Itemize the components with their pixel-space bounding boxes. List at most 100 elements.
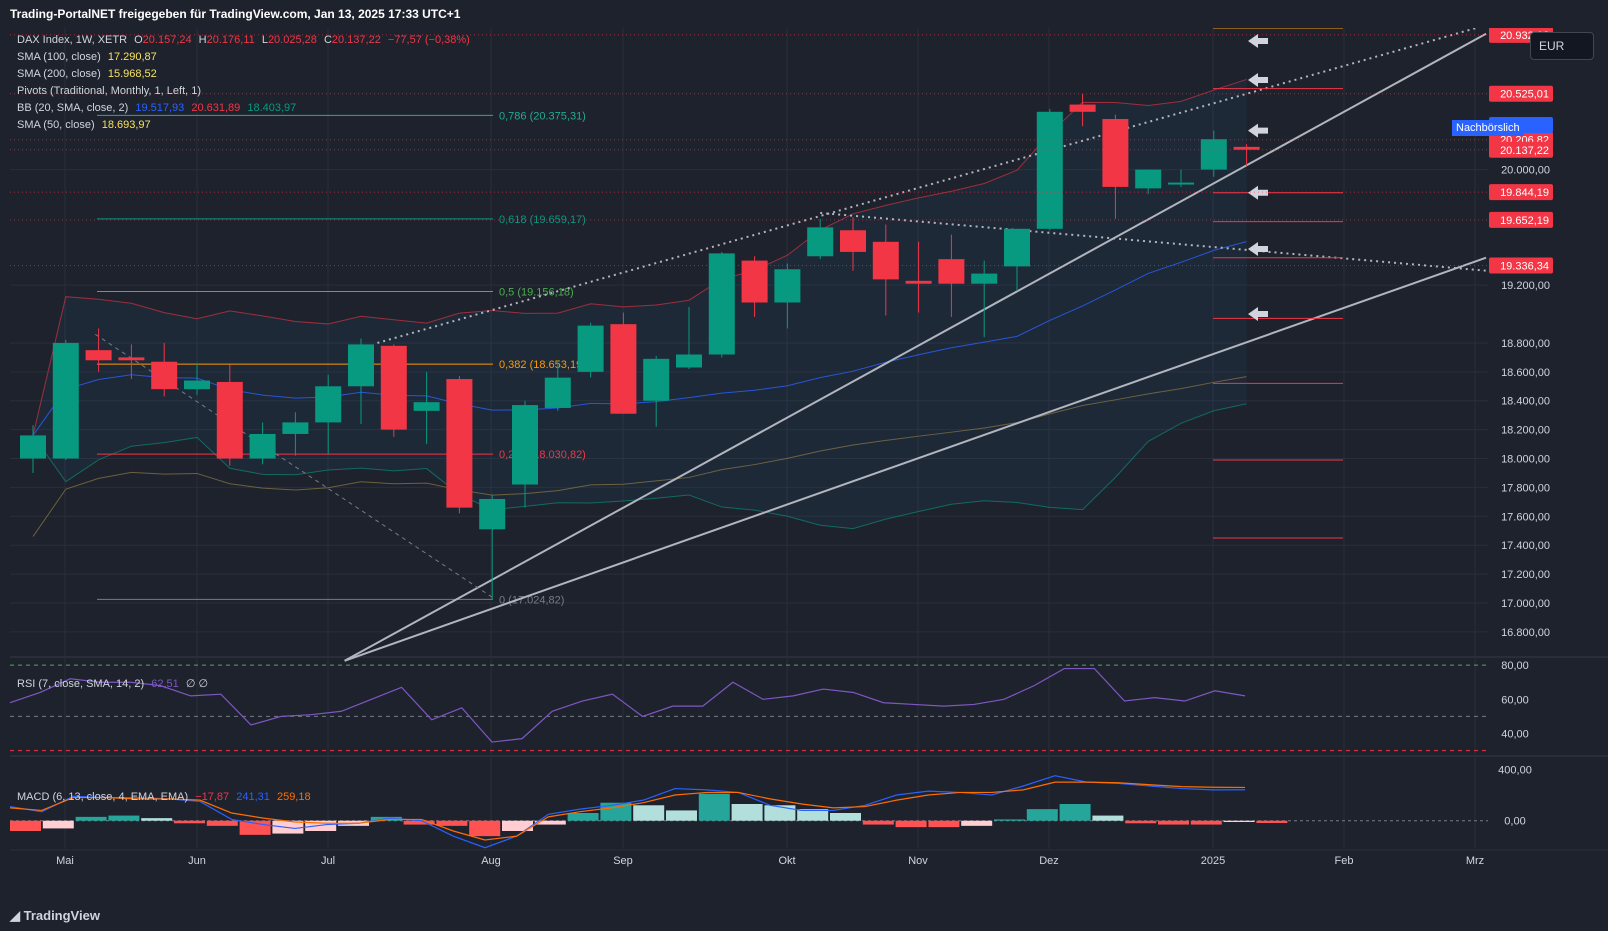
- price-tag-bg: [1489, 141, 1553, 158]
- candle-body: [479, 498, 506, 530]
- macd-line: [9, 775, 1246, 849]
- legend-sma200-value: 15.968,52: [107, 68, 157, 80]
- macd-tick-label: 0,00: [1504, 816, 1525, 828]
- arrow-marker-icon: [1248, 73, 1268, 88]
- price-tag-label: 20.137,22: [1500, 145, 1549, 157]
- legend-rsi-label: RSI (7, close, SMA, 14, 2): [17, 678, 145, 690]
- legend-sma50-value: 18.693,97: [101, 119, 151, 131]
- legend-bb-row[interactable]: BB (20, SMA, close, 2) 19.517,93 20.631,…: [17, 102, 300, 114]
- y-tick-label: 17.800,00: [1501, 482, 1550, 494]
- legend-symbol: DAX Index, 1W, XETR: [17, 34, 128, 46]
- legend-macd-signal: 259,18: [276, 791, 311, 803]
- legend-rsi-extra: ∅ ∅: [185, 678, 209, 690]
- legend-pivots-row[interactable]: Pivots (Traditional, Monthly, 1, Left, 1…: [17, 85, 205, 97]
- price-tag-label: 19.336,34: [1500, 260, 1549, 272]
- candle-body: [1102, 119, 1129, 187]
- sma50-line: [32, 376, 1247, 537]
- candle-body: [643, 358, 670, 401]
- candle-body: [85, 350, 112, 361]
- y-tick-label: 18.000,00: [1501, 454, 1550, 466]
- candle-body: [1233, 146, 1260, 150]
- candle-body: [413, 402, 440, 411]
- macd-hist-bar: [502, 820, 533, 831]
- x-tick-label: Feb: [1335, 855, 1354, 867]
- x-tick-label: Mrz: [1466, 855, 1484, 867]
- candle-body: [971, 273, 998, 284]
- legend-h-value: 20.176,11: [206, 34, 255, 46]
- legend-bb-upper: 20.631,89: [191, 102, 241, 114]
- macd-hist-bar: [1158, 820, 1189, 825]
- price-tag-bg: [1489, 85, 1553, 102]
- candle-body: [1168, 182, 1194, 185]
- x-tick-label: 2025: [1201, 855, 1225, 867]
- chart-area[interactable]: 16.800,00 17.000,00 17.200,00 17.400,00 17.6…: [0, 28, 1608, 902]
- fib-level-label: 0,786 (20.375,31): [499, 110, 586, 122]
- candle-body: [1069, 104, 1096, 112]
- y-tick-label: 18.600,00: [1501, 367, 1550, 379]
- macd-hist-bar: [731, 804, 763, 821]
- candle-body: [512, 405, 538, 485]
- macd-hist-bar: [469, 820, 501, 837]
- x-tick-label: Okt: [778, 855, 795, 867]
- bottom-bar: ◢ TradingView: [0, 902, 1608, 931]
- candle-body: [840, 230, 866, 252]
- macd-hist-bar: [206, 820, 238, 826]
- y-tick-label: 17.400,00: [1501, 540, 1550, 552]
- logo-text: TradingView: [23, 908, 100, 923]
- legend-bb-lower: 18.403,97: [247, 102, 297, 114]
- x-tick-label: Dez: [1039, 855, 1059, 867]
- legend-pivots-label: Pivots (Traditional, Monthly, 1, Left, 1…: [17, 85, 202, 97]
- macd-hist-bar: [567, 813, 599, 821]
- candle-body: [1200, 139, 1227, 170]
- candle-body: [52, 342, 79, 459]
- macd-hist-bar: [600, 802, 632, 821]
- trendline-support-1: [344, 32, 1487, 662]
- arrow-marker-icon: [1248, 123, 1268, 138]
- candle-body: [676, 354, 702, 368]
- legend-l-label: L: [261, 34, 268, 46]
- x-tick-label: Nov: [908, 855, 928, 867]
- legend-sma100-label: SMA (100, close): [17, 51, 101, 63]
- legend-sma100-row[interactable]: SMA (100, close) 17.290,87: [17, 51, 161, 63]
- legend-rsi-value: 62,51: [151, 678, 179, 690]
- macd-hist-bar: [75, 816, 107, 821]
- candle-body: [118, 357, 145, 361]
- candle-body: [741, 260, 768, 303]
- candle-body: [446, 379, 473, 508]
- fib-level-label: 0,382 (18.653,19): [499, 359, 586, 371]
- tradingview-logo[interactable]: ◢ TradingView: [10, 908, 100, 923]
- macd-hist-bar: [961, 820, 993, 826]
- macd-hist-bar: [534, 820, 566, 825]
- legend-sma200-row[interactable]: SMA (200, close) 15.968,52: [17, 68, 161, 80]
- legend-sma200-label: SMA (200, close): [17, 68, 101, 80]
- candle-body: [577, 325, 604, 372]
- macd-hist-bar: [797, 809, 829, 821]
- price-tag-bg: [1489, 184, 1553, 201]
- y-tick-label: 16.800,00: [1501, 627, 1550, 639]
- y-tick-label: 18.800,00: [1501, 338, 1550, 350]
- legend-change: −77,57 (−0,38%): [387, 34, 470, 46]
- currency-button[interactable]: EUR: [1530, 32, 1594, 60]
- legend-macd-row[interactable]: MACD (6, 13, close, 4, EMA, EMA) −17,87 …: [17, 791, 315, 803]
- legend-o-label: O: [134, 34, 143, 46]
- x-tick-label: Sep: [613, 855, 633, 867]
- arrow-marker-icon: [1248, 185, 1268, 200]
- candle-body: [1004, 228, 1030, 267]
- candle-body: [1036, 111, 1063, 229]
- macd-hist-bar: [764, 805, 796, 821]
- legend-sma50-row[interactable]: SMA (50, close) 18.693,97: [17, 119, 155, 131]
- y-tick-label: 20.000,00: [1501, 165, 1550, 177]
- candle-body: [544, 377, 571, 408]
- legend-sma50-label: SMA (50, close): [17, 119, 95, 131]
- legend-c-label: C: [323, 34, 332, 46]
- candle-body: [708, 253, 735, 355]
- x-tick-label: Aug: [481, 855, 501, 867]
- legend-bb-basis: 19.517,93: [135, 102, 185, 114]
- y-tick-label: 17.000,00: [1501, 598, 1550, 610]
- arrow-marker-icon: [1248, 307, 1268, 322]
- legend-h-label: H: [198, 34, 207, 46]
- candle-body: [905, 280, 932, 284]
- macd-hist-bar: [403, 820, 435, 825]
- y-tick-label: 17.200,00: [1501, 569, 1550, 581]
- legend-rsi-row[interactable]: RSI (7, close, SMA, 14, 2) 62,51 ∅ ∅: [17, 677, 212, 690]
